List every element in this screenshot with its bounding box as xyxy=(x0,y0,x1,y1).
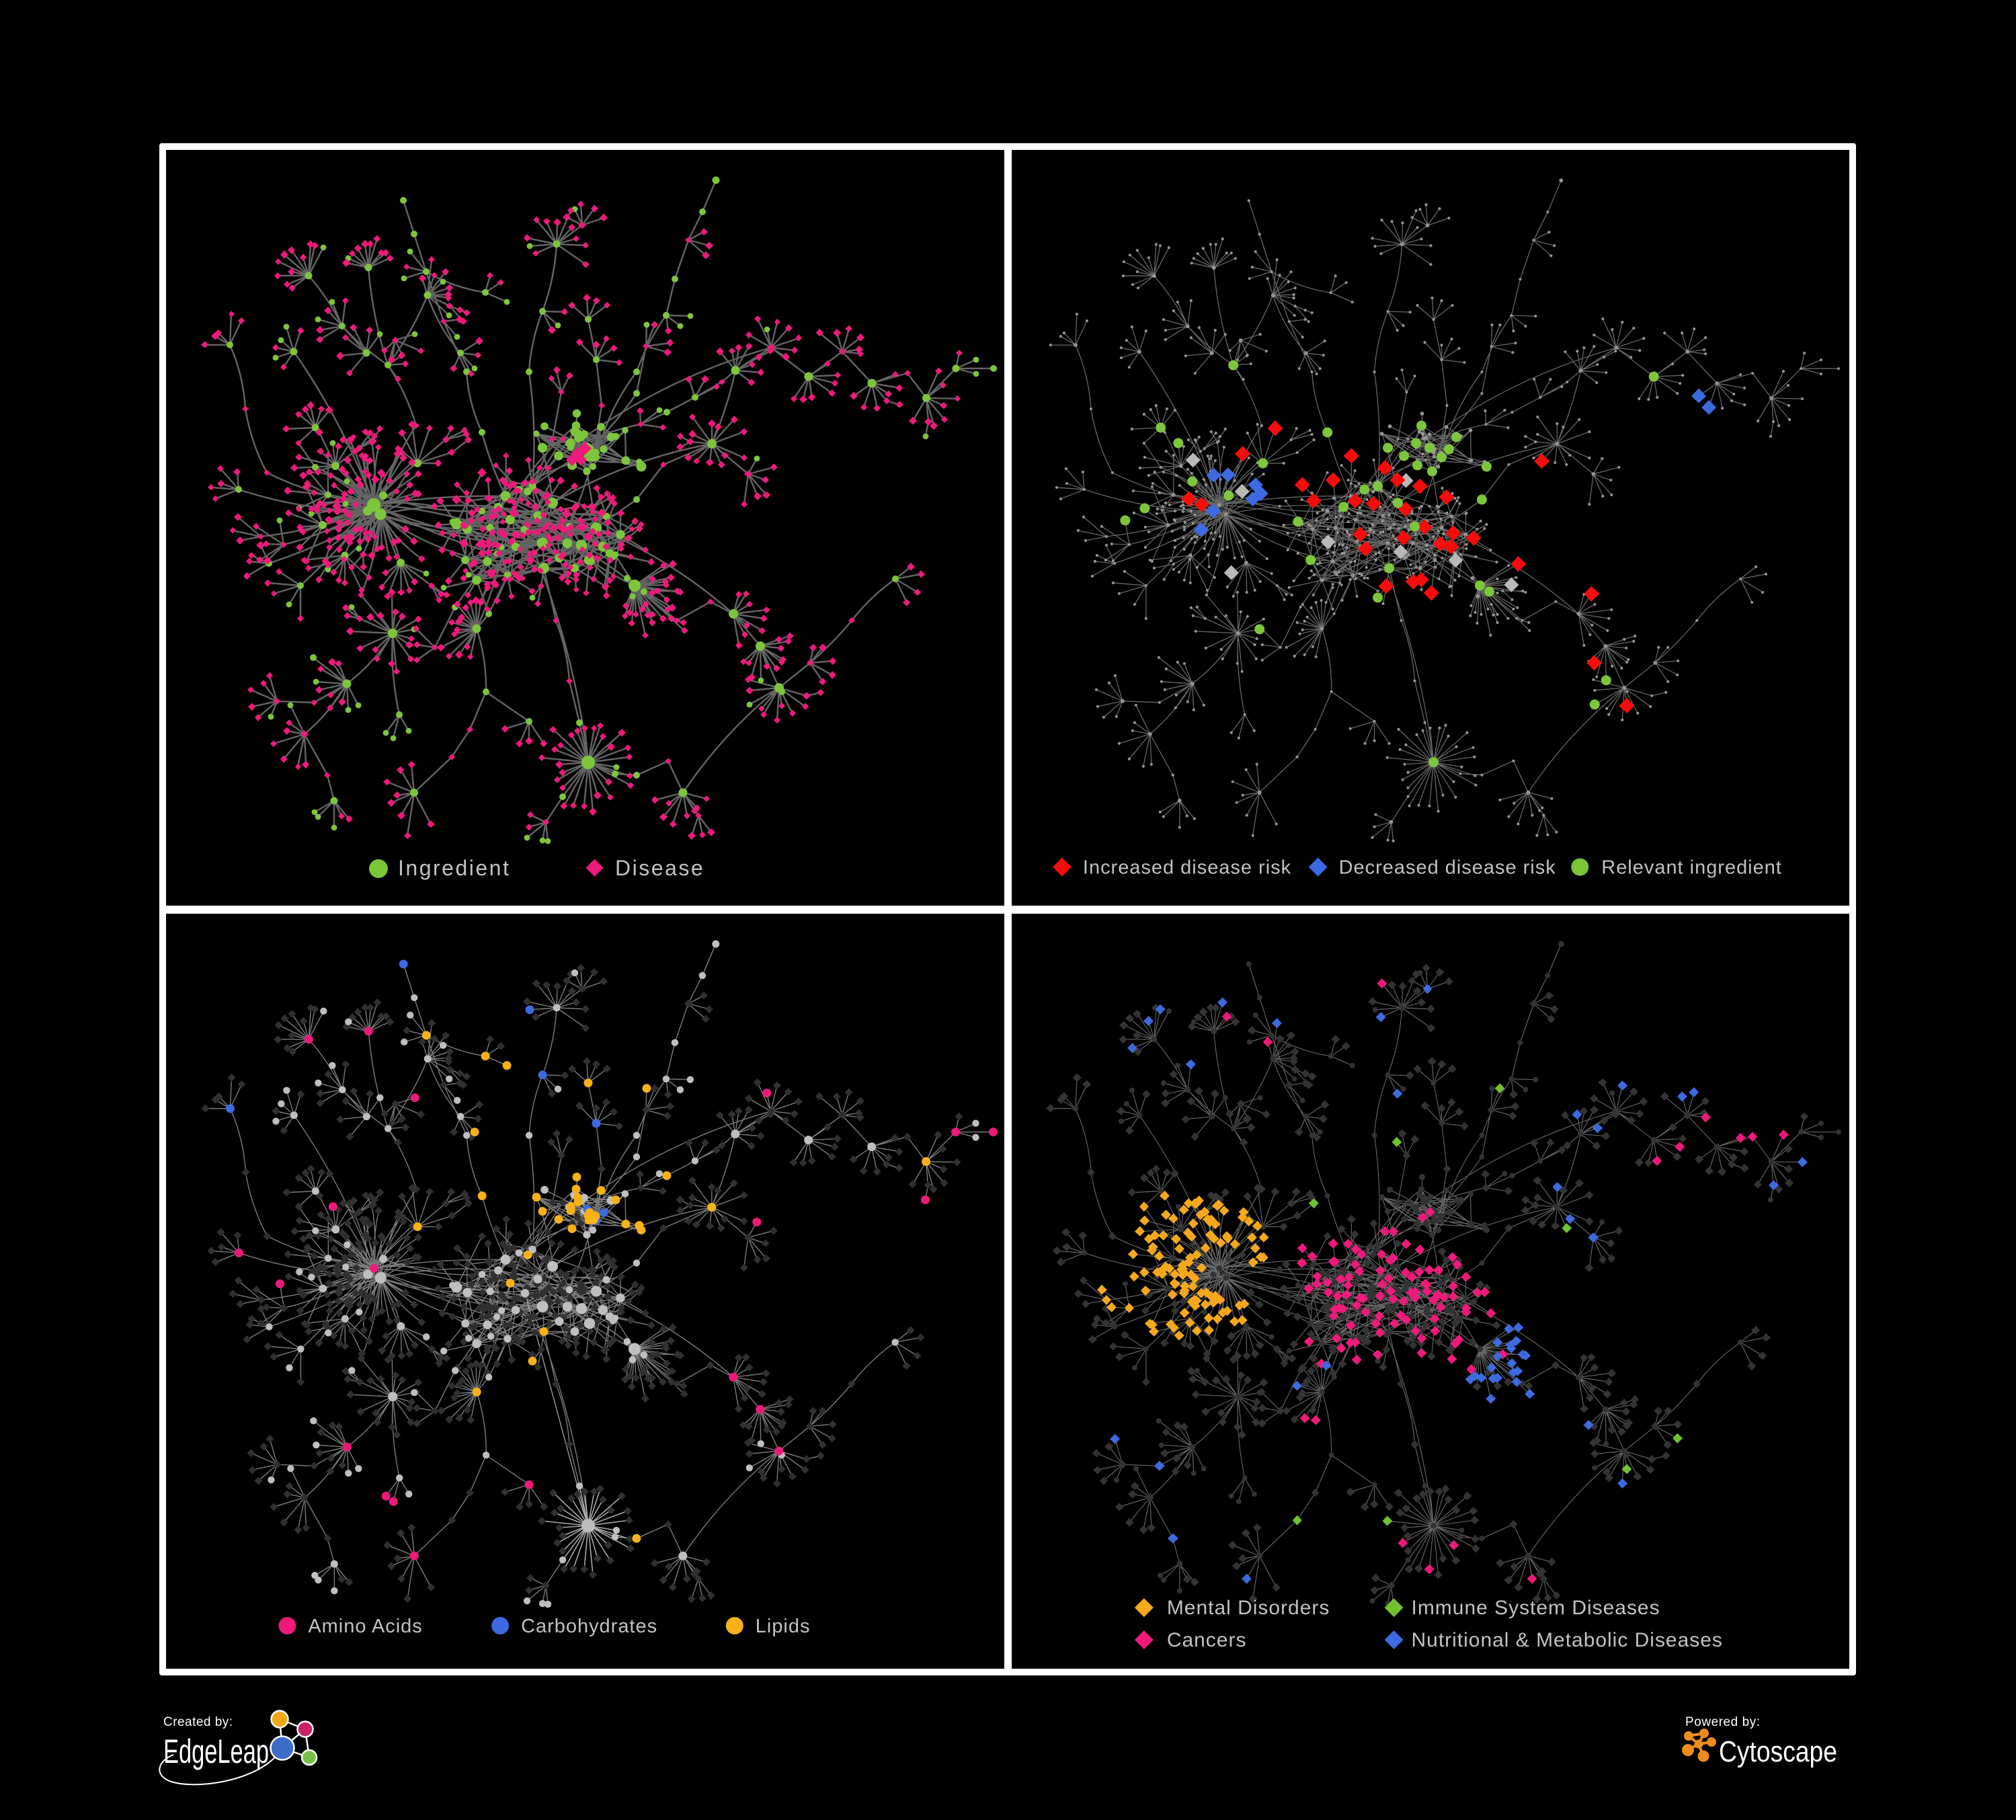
svg-text:Increased disease risk: Increased disease risk xyxy=(1083,857,1291,879)
svg-text:Relevant ingredient: Relevant ingredient xyxy=(1601,857,1782,879)
svg-text:Mental Disorders: Mental Disorders xyxy=(1167,1597,1330,1619)
svg-text:Disease: Disease xyxy=(615,856,704,880)
svg-text:Created by:: Created by: xyxy=(163,1715,233,1729)
svg-text:EdgeLeap: EdgeLeap xyxy=(163,1733,269,1770)
svg-text:Nutritional & Metabolic Diseas: Nutritional & Metabolic Diseases xyxy=(1412,1629,1723,1651)
svg-text:Cytoscape: Cytoscape xyxy=(1719,1735,1837,1768)
svg-text:Amino Acids: Amino Acids xyxy=(308,1616,422,1637)
svg-text:Lipids: Lipids xyxy=(756,1616,811,1637)
svg-text:Ingredient: Ingredient xyxy=(398,856,510,880)
svg-text:Cancers: Cancers xyxy=(1167,1629,1247,1651)
svg-text:Carbohydrates: Carbohydrates xyxy=(521,1616,657,1637)
svg-text:Decreased disease risk: Decreased disease risk xyxy=(1339,857,1556,879)
svg-text:Powered by:: Powered by: xyxy=(1685,1715,1760,1729)
svg-text:Immune System Diseases: Immune System Diseases xyxy=(1412,1597,1660,1619)
